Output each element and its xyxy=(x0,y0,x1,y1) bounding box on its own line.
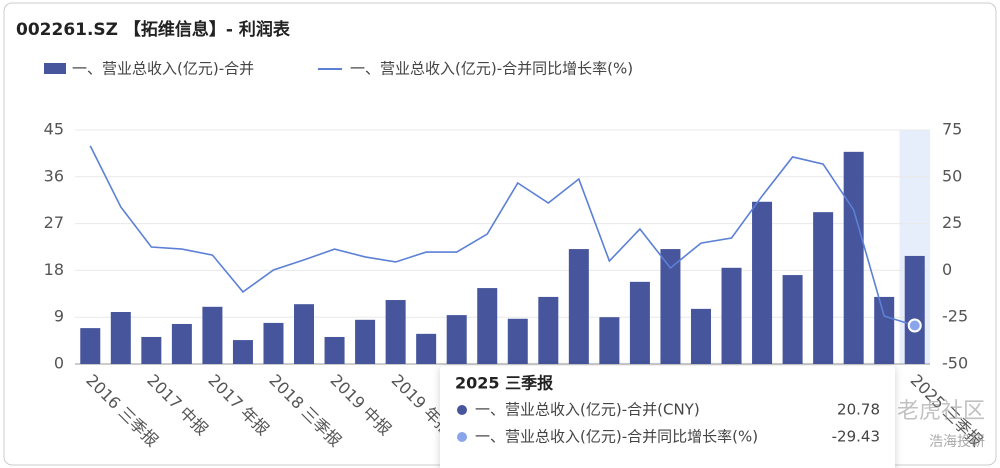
bar xyxy=(80,328,101,364)
bar xyxy=(813,212,834,364)
bar xyxy=(416,333,437,364)
bar xyxy=(355,319,376,364)
chart-title: 002261.SZ 【拓维信息】- 利润表 xyxy=(16,19,291,40)
bar xyxy=(721,267,742,364)
bar xyxy=(171,323,192,364)
y2-tick-label: 25 xyxy=(942,213,962,232)
bar xyxy=(538,296,559,364)
tooltip-label: 一、营业总收入(亿元)-合并同比增长率(%) xyxy=(475,428,758,446)
y-tick-label: 36 xyxy=(44,166,64,185)
bar xyxy=(843,151,864,364)
y2-tick-label: 75 xyxy=(942,120,962,139)
bar xyxy=(446,315,467,364)
legend-swatch xyxy=(44,63,66,74)
y-tick-label: 9 xyxy=(54,307,64,326)
bar xyxy=(110,312,131,364)
bar xyxy=(629,281,650,364)
bar xyxy=(660,249,681,364)
bar xyxy=(202,306,223,364)
tooltip-box xyxy=(440,366,895,468)
y-tick-label: 18 xyxy=(44,260,64,279)
line-point xyxy=(907,318,922,333)
tooltip-value: -29.43 xyxy=(832,428,880,446)
tooltip-dot xyxy=(457,405,467,415)
y2-tick-label: 0 xyxy=(942,260,952,279)
bar xyxy=(294,304,315,364)
legend-label: 一、营业总收入(亿元)-合并 xyxy=(72,60,254,78)
bar xyxy=(782,275,803,364)
legend-label: 一、营业总收入(亿元)-合并同比增长率(%) xyxy=(350,60,633,78)
bar xyxy=(263,322,284,364)
tooltip-dot xyxy=(457,432,467,442)
y-tick-label: 45 xyxy=(44,120,64,139)
bar xyxy=(324,336,345,364)
y2-tick-label: -25 xyxy=(942,307,968,326)
bar xyxy=(141,336,162,364)
bar xyxy=(507,318,528,364)
y-tick-label: 0 xyxy=(54,354,64,373)
bar xyxy=(874,296,895,364)
bar xyxy=(477,288,498,364)
watermark: 浩海投研 xyxy=(929,434,985,450)
bar xyxy=(599,317,620,364)
tooltip-label: 一、营业总收入(亿元)-合并(CNY) xyxy=(475,401,700,419)
bar xyxy=(690,308,711,364)
y2-tick-label: 50 xyxy=(942,166,962,185)
bar xyxy=(232,340,253,364)
bar xyxy=(904,255,925,364)
tooltip-value: 20.78 xyxy=(837,401,880,419)
line xyxy=(89,145,915,327)
tooltip-title: 2025 三季报 xyxy=(455,374,553,393)
y2-tick-label: -50 xyxy=(942,354,968,373)
bar xyxy=(385,300,406,364)
y-tick-label: 27 xyxy=(44,213,64,232)
watermark: 老虎社区 xyxy=(897,399,985,424)
bar xyxy=(752,201,773,364)
bar xyxy=(568,249,589,364)
